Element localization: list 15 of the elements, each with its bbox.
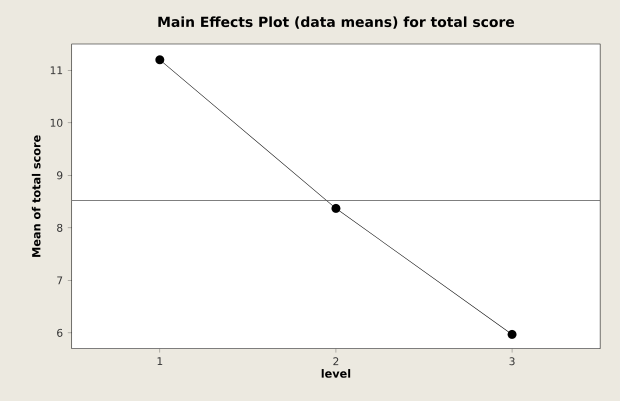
point: [508, 330, 517, 339]
x-tick-label: 3: [510, 357, 515, 366]
chart-title: Main Effects Plot (data means) for total score: [158, 16, 514, 29]
y-tick-label: 6: [57, 328, 62, 337]
y-tick-label: 9: [57, 171, 62, 180]
x-tick-label: 1: [158, 357, 162, 365]
x-axis-title: level: [322, 368, 350, 378]
point: [331, 204, 340, 213]
y-tick-label: 10: [50, 118, 62, 127]
y-tick-label: 7: [57, 276, 62, 284]
y-tick-label: 11: [50, 66, 62, 74]
y-tick-label: 8: [57, 224, 62, 232]
y-axis-title: Mean of total score: [32, 135, 41, 257]
point: [155, 55, 164, 64]
x-tick-label: 2: [333, 357, 338, 365]
